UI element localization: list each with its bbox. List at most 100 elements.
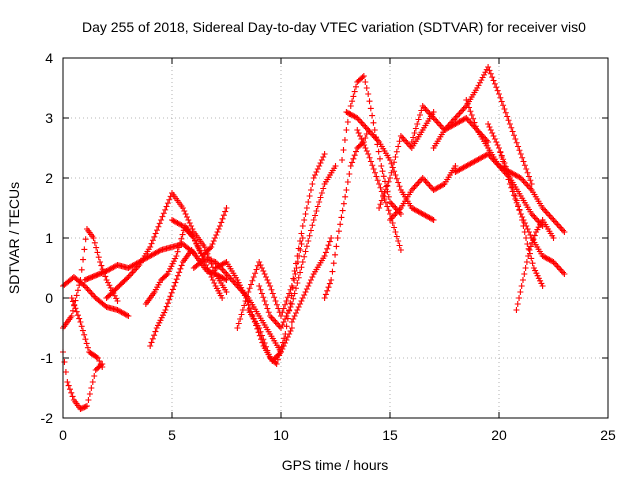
data-point-interp — [271, 294, 278, 301]
data-point-interp — [261, 298, 268, 304]
data-point — [179, 205, 186, 211]
data-point — [68, 313, 75, 319]
data-point-interp — [487, 70, 494, 77]
data-point-interp — [124, 312, 131, 319]
data-point-interp — [528, 255, 535, 262]
data-point-interp — [209, 241, 216, 247]
data-point — [321, 253, 328, 259]
series-sat-i — [169, 217, 226, 301]
data-point — [88, 385, 95, 391]
data-point-interp — [68, 389, 75, 396]
data-point-interp — [367, 105, 374, 112]
data-point-interp — [385, 207, 392, 214]
data-point-interp — [349, 159, 356, 166]
data-point — [376, 205, 383, 211]
data-point-interp — [283, 313, 290, 319]
data-point-interp — [481, 71, 488, 78]
data-point-interp — [159, 213, 166, 220]
data-point-interp — [156, 319, 163, 326]
data-point-interp — [358, 136, 365, 142]
data-point-interp — [530, 236, 537, 243]
data-point-interp — [290, 295, 297, 302]
data-point-interp — [377, 201, 384, 208]
data-point-interp — [106, 282, 113, 289]
data-point-interp — [177, 240, 184, 247]
data-point-interp — [303, 286, 310, 292]
data-point-interp — [302, 211, 309, 217]
data-point-interp — [525, 253, 532, 259]
data-point — [506, 181, 513, 187]
data-point-interp — [83, 340, 90, 347]
data-point-interp — [302, 248, 309, 255]
data-point-interp — [286, 307, 293, 313]
data-point-interp — [76, 282, 83, 289]
data-point-interp — [498, 154, 505, 160]
data-point — [376, 181, 383, 187]
data-point — [256, 283, 263, 289]
data-point-interp — [494, 87, 501, 94]
data-point — [354, 127, 361, 133]
data-point — [299, 259, 306, 265]
data-point-interp — [325, 242, 332, 249]
data-point-interp — [91, 239, 98, 246]
data-point-interp — [98, 262, 105, 269]
data-point — [365, 151, 372, 157]
data-point-interp — [385, 178, 392, 185]
data-point-interp — [538, 280, 545, 287]
data-point — [328, 277, 335, 283]
data-point-interp — [208, 274, 215, 280]
data-point-interp — [486, 67, 493, 74]
data-point — [64, 379, 71, 385]
data-point-interp — [298, 264, 305, 271]
data-point-interp — [280, 305, 287, 312]
data-point-interp — [307, 227, 314, 234]
data-point-interp — [534, 272, 541, 279]
data-point-interp — [166, 296, 173, 303]
data-point-interp — [257, 262, 264, 268]
series-sat-r — [343, 109, 437, 223]
data-point-interp — [525, 173, 532, 180]
data-point-interp — [302, 289, 309, 295]
data-point-interp — [521, 229, 528, 235]
data-point-interp — [391, 224, 398, 231]
data-point-interp — [384, 203, 391, 210]
data-point-interp — [213, 232, 220, 238]
data-point-interp — [260, 294, 267, 301]
data-point-interp — [510, 132, 517, 139]
data-point-interp — [357, 133, 364, 139]
series-sat-w — [430, 64, 535, 187]
data-point-interp — [274, 356, 281, 363]
data-point-interp — [288, 292, 295, 299]
data-point-interp — [253, 266, 260, 273]
data-point-interp — [330, 260, 337, 267]
data-point-interp — [395, 143, 402, 150]
data-point-interp — [214, 229, 221, 235]
data-point-interp — [252, 270, 259, 277]
data-point-interp — [389, 220, 396, 226]
data-point-interp — [518, 283, 525, 289]
data-point-interp — [168, 263, 175, 270]
series-sat-d — [68, 295, 106, 370]
data-point-interp — [295, 274, 302, 281]
data-point-interp — [272, 298, 279, 304]
data-point-interp — [124, 275, 131, 282]
data-point — [256, 325, 263, 331]
data-point — [158, 217, 165, 223]
data-point-interp — [207, 271, 214, 277]
data-point-interp — [524, 169, 531, 176]
data-point — [223, 205, 230, 211]
data-point-interp — [268, 286, 275, 293]
data-point-interp — [287, 304, 294, 310]
data-point-interp — [527, 177, 534, 184]
data-point — [223, 289, 230, 295]
data-point-interp — [395, 238, 402, 244]
data-point-interp — [282, 301, 289, 308]
data-point-interp — [517, 289, 524, 295]
data-point-interp — [369, 112, 376, 119]
data-point-interp — [93, 354, 100, 361]
data-point-interp — [236, 282, 243, 289]
data-point-interp — [416, 112, 423, 118]
data-point-interp — [167, 293, 174, 300]
data-point-interp — [69, 298, 76, 305]
data-point-interp — [326, 238, 333, 245]
